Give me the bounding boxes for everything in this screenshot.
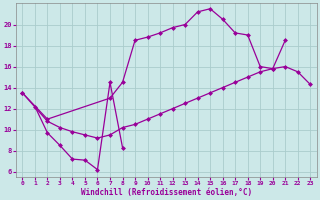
X-axis label: Windchill (Refroidissement éolien,°C): Windchill (Refroidissement éolien,°C) bbox=[81, 188, 252, 197]
